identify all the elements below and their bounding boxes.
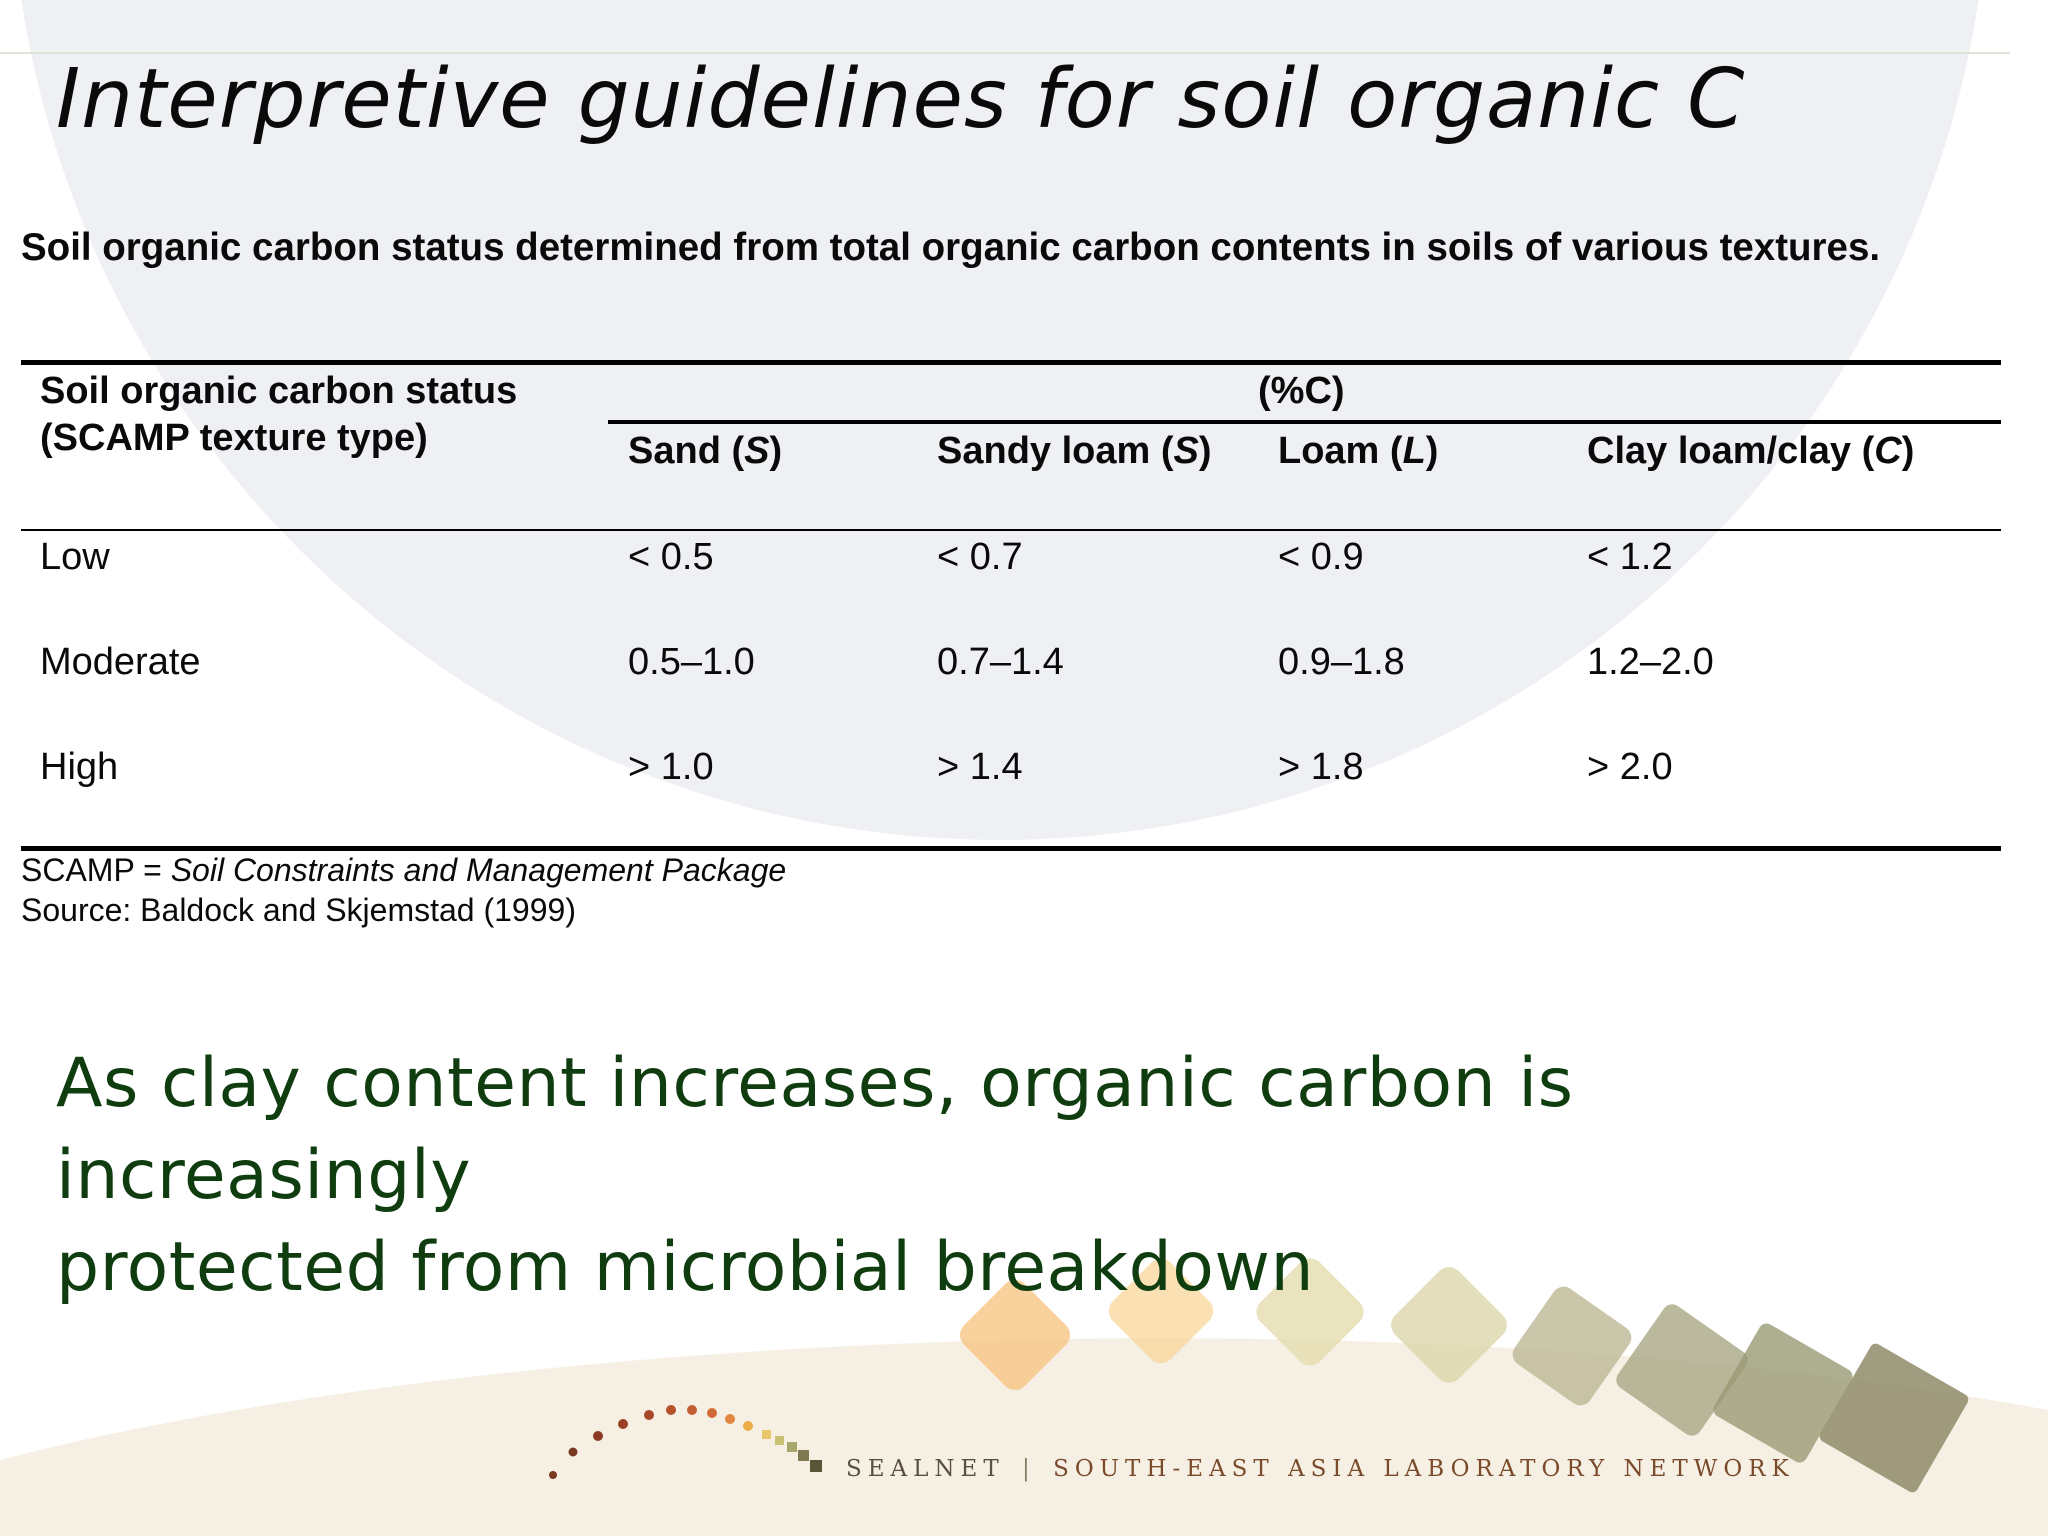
table-cell: < 1.2 (1587, 536, 1673, 578)
status-header-line2: (SCAMP texture type) (40, 417, 428, 459)
table-cell: 0.9–1.8 (1278, 641, 1405, 683)
column-header-sandy-loam: Sandy loam (S) (937, 430, 1212, 472)
column-header-clay: Clay loam/clay (C) (1587, 430, 1915, 472)
table-bottom-rule (21, 846, 2001, 851)
footnote-source: Source: Baldock and Skjemstad (1999) (21, 892, 576, 928)
unit-header-rule (608, 420, 2001, 424)
column-header-sand: Sand (S) (628, 430, 783, 472)
table-cell: > 2.0 (1587, 746, 1673, 788)
row-label-moderate: Moderate (40, 641, 201, 683)
header-bottom-rule (21, 529, 2001, 531)
takeaway-text: As clay content increases, organic carbo… (56, 1044, 1574, 1307)
table-cell: > 1.0 (628, 746, 714, 788)
sealnet-arc-dots-icon (549, 1405, 822, 1479)
table-top-rule (21, 360, 2001, 365)
diamond-shapes-icon (959, 1258, 1969, 1493)
table-cell: < 0.7 (937, 536, 1023, 578)
row-label-low: Low (40, 536, 110, 578)
table-caption: Soil organic carbon status determined fr… (21, 226, 1881, 269)
top-rule (0, 52, 2010, 54)
table-cell: > 1.4 (937, 746, 1023, 788)
table-cell: < 0.5 (628, 536, 714, 578)
soil-carbon-table: Soil organic carbon status (SCAMP textur… (21, 360, 2001, 852)
status-header-line1: Soil organic carbon status (40, 370, 518, 412)
sealnet-brand: SEALNET | SOUTH-EAST ASIA LABORATORY NET… (846, 1456, 1795, 1482)
unit-header: (%C) (1258, 370, 1345, 412)
table-cell: < 0.9 (1278, 536, 1364, 578)
table-cell: 1.2–2.0 (1587, 641, 1714, 683)
footnote-scamp: SCAMP = Soil Constraints and Management … (21, 852, 787, 888)
table-cell: > 1.8 (1278, 746, 1364, 788)
row-label-high: High (40, 746, 119, 788)
slide-title: Interpretive guidelines for soil organic… (56, 52, 1746, 147)
column-header-loam: Loam (L) (1278, 430, 1439, 472)
table-cell: 0.7–1.4 (937, 641, 1064, 683)
table-cell: 0.5–1.0 (628, 641, 755, 683)
